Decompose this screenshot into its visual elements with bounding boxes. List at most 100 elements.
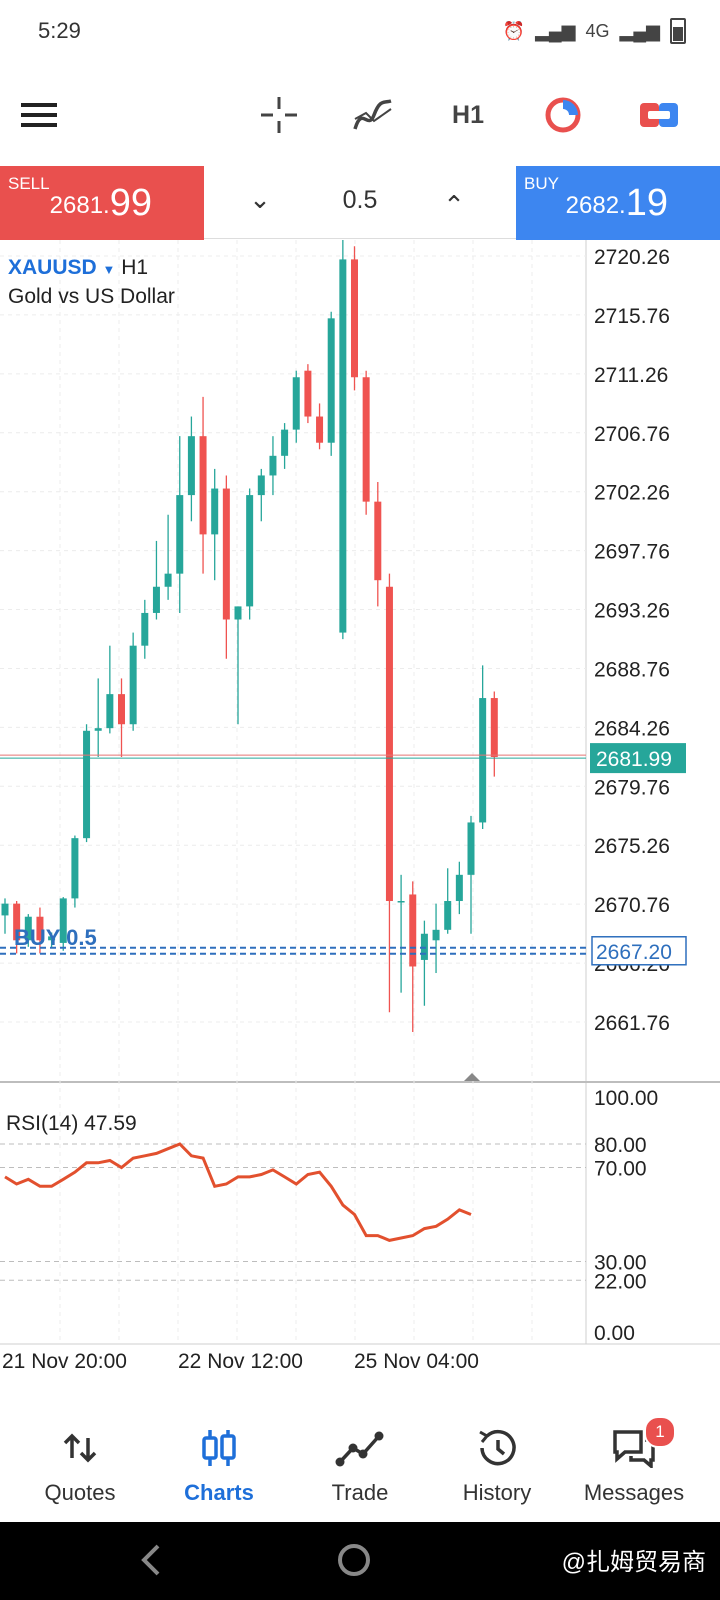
nav-history[interactable]: History xyxy=(425,1404,569,1522)
rsi-line xyxy=(4,1142,472,1242)
indicators-icon[interactable] xyxy=(348,90,398,140)
candle-body xyxy=(281,429,289,456)
battery-icon xyxy=(670,18,686,44)
candle-body xyxy=(490,698,498,757)
volume-decrease-button[interactable]: ⌄ xyxy=(249,184,271,214)
charts-icon xyxy=(202,1430,236,1466)
price-tick-label: 2715.76 xyxy=(594,305,670,328)
candle-body xyxy=(211,488,219,535)
one-click-trade-panel: SELL 2681.99 ⌄ 0.5 ⌃ BUY 2682.19 xyxy=(0,166,720,240)
alarm-icon: ⏰ xyxy=(502,20,526,41)
quotes-icon xyxy=(63,1433,97,1463)
rsi-level-label: 30.00 xyxy=(594,1252,647,1275)
candle-body xyxy=(432,929,440,941)
price-tick-label: 2688.76 xyxy=(594,658,670,681)
nav-charts-label: Charts xyxy=(184,1480,254,1505)
rsi-label: RSI(14) 47.59 xyxy=(6,1112,137,1135)
candle-body xyxy=(176,495,184,574)
signal-icon-2: ▂▄▆ xyxy=(619,20,660,41)
price-tick-label: 2661.76 xyxy=(594,1012,670,1035)
nav-quotes[interactable]: Quotes xyxy=(8,1404,152,1522)
price-tick-label: 2679.76 xyxy=(594,776,670,799)
home-icon[interactable] xyxy=(336,1542,372,1578)
system-navigation-bar: @扎姆贸易商 xyxy=(0,1522,720,1600)
nav-messages[interactable]: 1 Messages xyxy=(562,1404,706,1522)
chart-toolbar: H1 xyxy=(0,70,720,160)
nav-charts[interactable]: Charts xyxy=(147,1404,291,1522)
price-tick-label: 2706.76 xyxy=(594,423,670,446)
order-label: BUY 0.5 xyxy=(14,925,97,950)
price-chart[interactable]: 2720.26 2715.76 2711.26 2706.76 2702.26 2697.… xyxy=(0,240,720,1404)
volume-increase-button[interactable]: ⌃ xyxy=(443,190,465,220)
candle-body xyxy=(339,259,347,633)
candle-body xyxy=(444,901,452,930)
nav-trade[interactable]: Trade xyxy=(288,1404,432,1522)
signal-icon: ▂▄▆ xyxy=(535,20,576,41)
candle-body xyxy=(59,898,67,943)
bottom-navigation: Quotes Charts Trade History 1 Messages xyxy=(0,1404,720,1522)
volume-value[interactable]: 0.5 xyxy=(342,186,378,214)
candle-body xyxy=(152,586,160,613)
network-label: 4G xyxy=(585,20,610,41)
rsi-level-label: 100.00 xyxy=(594,1087,658,1110)
rsi-level-label: 70.00 xyxy=(594,1158,647,1181)
candle-body xyxy=(94,728,102,731)
volume-control: ⌄ 0.5 ⌃ xyxy=(204,166,516,239)
messages-badge: 1 xyxy=(644,1416,676,1448)
candle-body xyxy=(292,377,300,430)
candle-body xyxy=(455,874,463,902)
candle-body xyxy=(304,370,312,417)
price-tick-label: 2684.26 xyxy=(594,717,670,740)
time-axis-label: 22 Nov 12:00 xyxy=(178,1350,303,1373)
candle-body xyxy=(48,936,56,941)
candle-body xyxy=(106,694,114,729)
candle-body xyxy=(362,377,370,502)
time-axis-label: 21 Nov 20:00 xyxy=(2,1350,127,1373)
buy-label: BUY xyxy=(524,174,559,193)
nav-quotes-label: Quotes xyxy=(44,1480,116,1505)
symbol-dropdown-icon[interactable]: ▼ xyxy=(102,262,116,277)
candle-body xyxy=(222,488,230,620)
candle-body xyxy=(71,838,79,899)
price-tick-label: 2711.26 xyxy=(594,364,668,387)
candle-body xyxy=(351,259,358,378)
candle-body xyxy=(269,455,277,476)
sell-button[interactable]: SELL 2681.99 xyxy=(0,166,204,240)
candle-body xyxy=(83,730,91,839)
price-tick-label: 2697.76 xyxy=(594,541,670,564)
back-icon[interactable] xyxy=(138,1542,162,1578)
order-price-tag xyxy=(591,936,687,966)
status-icons: ⏰ ▂▄▆ 4G ▂▄▆ xyxy=(503,18,686,44)
current-price-label: 2681.99 xyxy=(596,748,672,771)
buy-button[interactable]: BUY 2682.19 xyxy=(516,166,720,240)
nav-history-label: History xyxy=(462,1480,532,1505)
candle-body xyxy=(24,916,32,941)
sell-label: SELL xyxy=(8,174,50,193)
trade-toggle-icon[interactable] xyxy=(634,90,684,140)
timeframe-button[interactable]: H1 xyxy=(452,100,484,129)
candle-body xyxy=(199,436,207,535)
price-tick-label: 2693.26 xyxy=(594,600,670,623)
crosshair-icon[interactable] xyxy=(254,90,304,140)
menu-icon[interactable] xyxy=(14,90,64,140)
price-tick-label: 2675.26 xyxy=(594,835,670,858)
symbol-name[interactable]: XAUUSD xyxy=(8,256,97,279)
candle-body xyxy=(1,903,9,916)
candle-body xyxy=(397,901,405,903)
symbol-header[interactable]: XAUUSD ▼ H1 xyxy=(8,256,148,280)
chart-type-icon[interactable] xyxy=(538,90,588,140)
nav-messages-label: Messages xyxy=(583,1480,685,1505)
candle-body xyxy=(187,436,195,496)
price-tick-label: 2702.26 xyxy=(594,482,670,505)
candle-body xyxy=(409,894,417,967)
status-time: 5:29 xyxy=(38,18,81,43)
candle-body xyxy=(316,416,324,443)
chart-shift-marker xyxy=(464,1073,480,1081)
buy-price: 2682.19 xyxy=(565,182,668,224)
trade-icon xyxy=(335,1431,384,1467)
candle-body xyxy=(118,694,125,725)
candle-body xyxy=(327,318,335,443)
status-bar: 5:29 ⏰ ▂▄▆ 4G ▂▄▆ xyxy=(0,0,720,60)
watermark-text: @扎姆贸易商 xyxy=(561,1549,706,1576)
rsi-level-label: 80.00 xyxy=(594,1134,647,1157)
